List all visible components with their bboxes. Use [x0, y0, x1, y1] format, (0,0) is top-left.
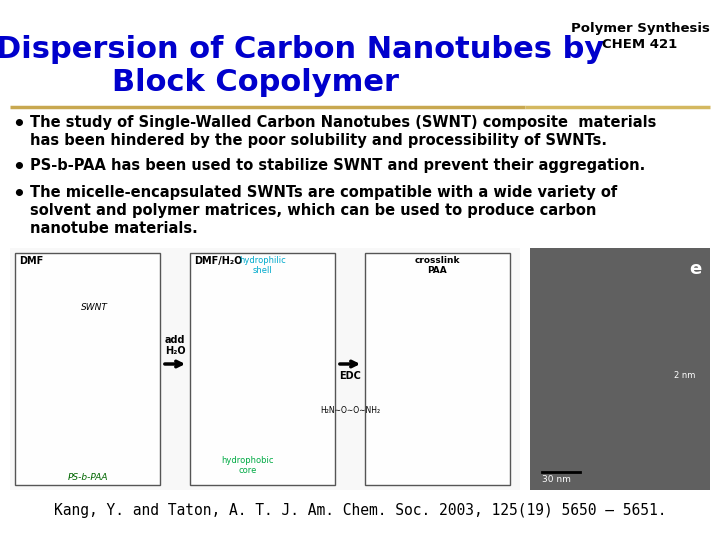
- Text: hydrophobic
core: hydrophobic core: [222, 456, 274, 475]
- Text: PS-b-PAA has been used to stabilize SWNT and prevent their aggregation.: PS-b-PAA has been used to stabilize SWNT…: [30, 158, 645, 173]
- Text: hydrophilic
shell: hydrophilic shell: [239, 256, 286, 275]
- Text: e: e: [690, 260, 702, 278]
- Bar: [10, 248, 520, 490]
- Text: EDC: EDC: [339, 370, 361, 381]
- Text: 2 nm: 2 nm: [675, 371, 696, 380]
- Text: add
H₂O: add H₂O: [165, 335, 185, 356]
- Bar: [530, 248, 710, 490]
- Text: solvent and polymer matrices, which can be used to produce carbon: solvent and polymer matrices, which can …: [30, 203, 596, 218]
- Text: Kang, Y. and Taton, A. T. J. Am. Chem. Soc. 2003, 125(19) 5650 – 5651.: Kang, Y. and Taton, A. T. J. Am. Chem. S…: [54, 503, 666, 517]
- Text: PS-b-PAA: PS-b-PAA: [67, 473, 108, 482]
- Text: H₂N∼O∼O∼NH₂: H₂N∼O∼O∼NH₂: [320, 406, 380, 415]
- Bar: [365, 253, 510, 485]
- Text: •: •: [12, 115, 25, 134]
- Text: •: •: [12, 185, 25, 204]
- Text: •: •: [12, 158, 25, 177]
- Bar: [190, 253, 335, 485]
- Text: DMF/H₂O: DMF/H₂O: [194, 256, 243, 266]
- Text: SWNT: SWNT: [81, 303, 108, 312]
- Text: Dispersion of Carbon Nanotubes by: Dispersion of Carbon Nanotubes by: [0, 35, 604, 64]
- Text: DMF: DMF: [19, 256, 43, 266]
- Text: nanotube materials.: nanotube materials.: [30, 221, 198, 236]
- Text: 30 nm: 30 nm: [542, 475, 571, 484]
- Text: has been hindered by the poor solubility and processibility of SWNTs.: has been hindered by the poor solubility…: [30, 133, 607, 148]
- Text: The study of Single-Walled Carbon Nanotubes (SWNT) composite  materials: The study of Single-Walled Carbon Nanotu…: [30, 115, 657, 130]
- Bar: [15, 253, 160, 485]
- Text: Polymer Synthesis: Polymer Synthesis: [570, 22, 709, 35]
- Text: The micelle-encapsulated SWNTs are compatible with a wide variety of: The micelle-encapsulated SWNTs are compa…: [30, 185, 617, 200]
- Text: CHEM 421: CHEM 421: [603, 38, 678, 51]
- Text: Block Copolymer: Block Copolymer: [112, 68, 398, 97]
- Text: crosslink
PAA: crosslink PAA: [415, 256, 460, 275]
